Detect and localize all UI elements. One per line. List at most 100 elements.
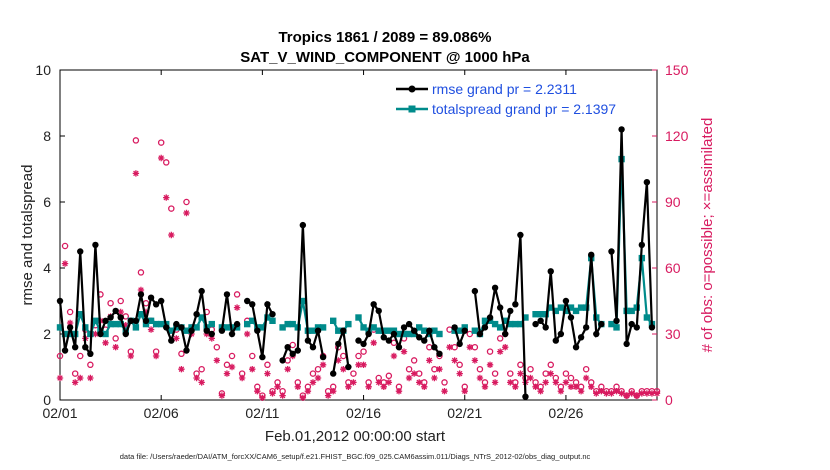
spread-point bbox=[157, 320, 165, 328]
spread-point bbox=[385, 327, 393, 334]
spread-point bbox=[613, 324, 620, 331]
spread-point bbox=[421, 327, 428, 334]
rmse-point bbox=[183, 347, 190, 354]
spread-point bbox=[628, 307, 635, 315]
obs-possible-marker bbox=[415, 370, 423, 377]
obs-assimilated-marker bbox=[238, 374, 246, 382]
rmse-point bbox=[542, 324, 549, 331]
rmse-point bbox=[102, 317, 109, 324]
rmse-point bbox=[188, 327, 195, 334]
rmse-point bbox=[532, 320, 539, 328]
rmse-point bbox=[56, 297, 64, 305]
x-tick-label: 02/26 bbox=[548, 405, 583, 421]
legend-rmse-marker bbox=[408, 85, 416, 93]
rmse-point bbox=[426, 327, 433, 334]
obs-possible-marker bbox=[405, 365, 413, 373]
spread-point bbox=[259, 324, 266, 331]
obs-assimilated-marker bbox=[562, 379, 570, 386]
obs-assimilated-marker bbox=[56, 374, 64, 382]
obs-possible-marker bbox=[385, 372, 393, 380]
rmse-point bbox=[112, 307, 119, 315]
obs-assimilated-marker bbox=[375, 379, 382, 386]
obs-assimilated-marker bbox=[71, 379, 79, 386]
rmse-point bbox=[157, 297, 165, 305]
obs-assimilated-marker bbox=[178, 366, 185, 373]
obs-assimilated-marker bbox=[152, 352, 160, 360]
rmse-point bbox=[643, 179, 651, 186]
rmse-point bbox=[163, 324, 170, 331]
rmse-point bbox=[355, 337, 362, 344]
spread-point bbox=[572, 307, 580, 315]
spread-point bbox=[309, 327, 317, 334]
obs-assimilated-marker bbox=[304, 388, 312, 395]
obs-assimilated-marker bbox=[365, 383, 372, 390]
rmse-point bbox=[517, 231, 524, 239]
obs-assimilated-marker bbox=[552, 379, 560, 386]
y-right-tick-label: 150 bbox=[665, 62, 689, 78]
obs-assimilated-marker bbox=[390, 352, 398, 360]
spread-point bbox=[481, 317, 489, 324]
spread-point bbox=[582, 304, 590, 311]
y-axis-right-label: # of obs: o=possible; ×=assimilated bbox=[699, 118, 716, 353]
obs-possible-marker bbox=[76, 352, 84, 360]
spread-point bbox=[643, 314, 651, 321]
rmse-point bbox=[491, 284, 499, 291]
spread-point bbox=[66, 330, 74, 338]
obs-possible-marker bbox=[466, 330, 474, 338]
rmse-point bbox=[400, 324, 408, 331]
obs-assimilated-marker bbox=[446, 344, 453, 351]
obs-assimilated-marker bbox=[259, 394, 266, 401]
obs-assimilated-marker bbox=[426, 357, 433, 364]
spread-point bbox=[380, 327, 387, 334]
obs-assimilated-marker bbox=[400, 348, 408, 355]
rmse-point bbox=[193, 311, 200, 318]
rmse-point bbox=[598, 320, 605, 328]
obs-assimilated-marker bbox=[223, 370, 231, 377]
obs-assimilated-marker bbox=[567, 383, 575, 390]
spread-point bbox=[567, 304, 575, 311]
spread-point bbox=[284, 320, 291, 328]
obs-assimilated-marker bbox=[137, 286, 145, 294]
rmse-point bbox=[61, 347, 69, 354]
rmse-point bbox=[279, 357, 286, 364]
rmse-point bbox=[233, 320, 241, 328]
rmse-point bbox=[137, 291, 145, 298]
spread-point bbox=[537, 311, 544, 318]
rmse-point bbox=[71, 344, 79, 351]
obs-assimilated-marker bbox=[279, 392, 286, 399]
rmse-point bbox=[456, 340, 463, 348]
spread-point bbox=[456, 327, 463, 334]
x-tick-label: 02/06 bbox=[144, 405, 179, 421]
rmse-point bbox=[97, 330, 104, 338]
obs-assimilated-marker bbox=[168, 231, 175, 239]
obs-assimilated-marker bbox=[623, 392, 630, 399]
spread-point bbox=[431, 327, 438, 334]
obs-possible-marker bbox=[496, 335, 504, 342]
obs-assimilated-marker bbox=[517, 370, 524, 377]
x-tick-label: 02/21 bbox=[447, 405, 482, 421]
obs-possible-marker bbox=[562, 370, 570, 377]
legend-spread-marker bbox=[408, 105, 416, 113]
y-axis-left-label: rmse and totalspread bbox=[19, 165, 36, 306]
obs-assimilated-marker bbox=[370, 339, 377, 346]
obs-assimilated-marker bbox=[542, 379, 549, 386]
obs-assimilated-marker bbox=[577, 388, 585, 395]
rmse-point bbox=[309, 344, 317, 351]
rmse-point bbox=[264, 301, 271, 308]
rmse-point bbox=[507, 307, 514, 315]
obs-assimilated-marker bbox=[340, 366, 347, 373]
rmse-point bbox=[243, 297, 251, 305]
spread-point bbox=[56, 324, 64, 331]
rmse-point bbox=[218, 327, 226, 334]
spread-point bbox=[410, 330, 418, 338]
rmse-line-segment bbox=[534, 254, 603, 351]
spread-point bbox=[355, 314, 362, 321]
rmse-point bbox=[577, 334, 585, 341]
rmse-point bbox=[284, 344, 291, 351]
rmse-point bbox=[142, 317, 150, 324]
rmse-point bbox=[638, 241, 646, 249]
obs-assimilated-marker bbox=[319, 361, 327, 368]
rmse-point bbox=[223, 291, 231, 298]
obs-assimilated-marker bbox=[598, 388, 605, 395]
rmse-point bbox=[481, 324, 489, 331]
